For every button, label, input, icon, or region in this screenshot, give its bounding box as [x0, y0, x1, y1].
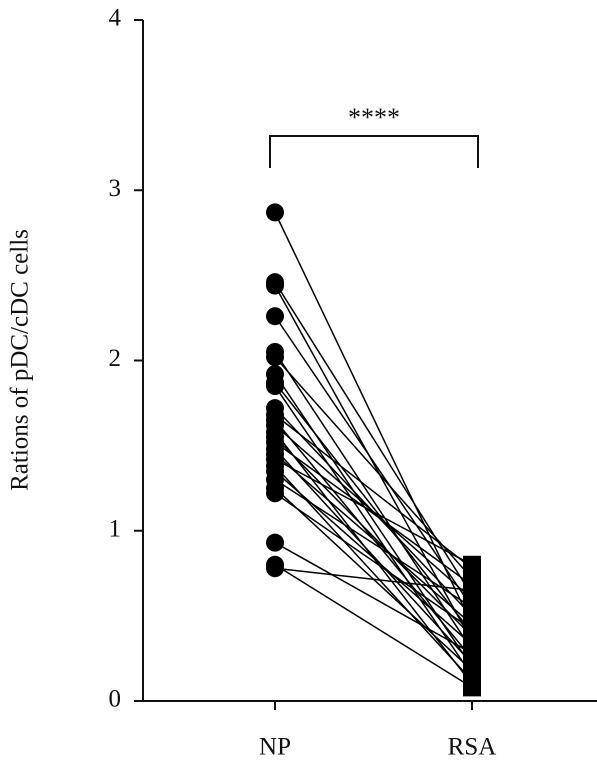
x-tick-label: NP [259, 734, 291, 761]
y-tick-label: 0 [109, 686, 122, 713]
y-tick-label: 2 [109, 345, 122, 372]
pair-line [274, 436, 473, 637]
y-tick-label: 1 [109, 515, 122, 542]
pair-line [274, 542, 473, 654]
x-tick-label: RSA [448, 734, 497, 761]
pair-line [274, 448, 473, 665]
y-axis-label: Rations of pDC/cDC cells [7, 229, 34, 491]
rsa-point [463, 661, 481, 680]
pair-line [274, 356, 473, 579]
np-point [266, 203, 284, 222]
pair-line [274, 479, 473, 608]
pair-line [274, 351, 473, 651]
pair-line [274, 492, 473, 631]
pair-line [274, 564, 473, 689]
pair-line [274, 212, 473, 625]
y-tick-label: 3 [109, 175, 122, 202]
rsa-point [463, 678, 481, 697]
np-point [266, 377, 284, 396]
pair-line [274, 453, 473, 625]
rsa-point [463, 598, 481, 617]
rsa-point [463, 644, 481, 663]
np-point [266, 307, 284, 326]
pair-line [274, 567, 473, 592]
np-point [266, 533, 284, 552]
pair-line [274, 470, 473, 646]
np-point [266, 348, 284, 367]
np-point [266, 559, 284, 578]
pair-line [274, 441, 473, 586]
np-point [266, 484, 284, 503]
significance-label: **** [348, 103, 400, 132]
rsa-point [463, 620, 481, 639]
y-tick-label: 4 [109, 5, 122, 32]
significance-bracket [269, 135, 479, 168]
rsa-point [463, 555, 481, 574]
pair-line [274, 458, 473, 566]
pair-line [274, 414, 473, 569]
pair-line [274, 382, 473, 634]
pair-line [274, 315, 473, 608]
np-point [266, 276, 284, 295]
rsa-point [463, 581, 481, 600]
